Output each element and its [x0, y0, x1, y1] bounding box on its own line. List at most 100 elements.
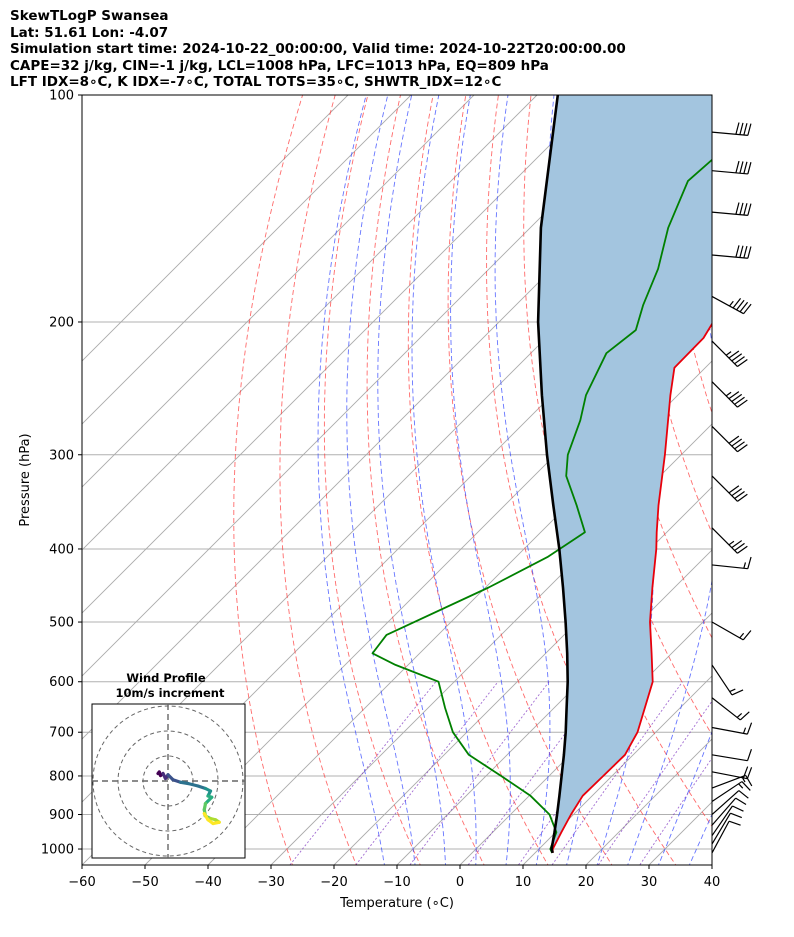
wind-barb-staff — [711, 131, 748, 136]
wind-barb — [711, 664, 744, 696]
hodograph-title: Wind Profile — [126, 671, 206, 685]
wind-barb-half-flag — [729, 688, 736, 693]
wind-barb-layer — [711, 122, 753, 854]
wind-barb-flag — [732, 805, 744, 812]
wind-barb — [711, 475, 748, 502]
x-tick-label: −20 — [320, 875, 347, 890]
y-axis-label: Pressure (hPa) — [18, 433, 33, 526]
profile-layer — [371, 95, 712, 854]
wind-barb — [711, 797, 747, 826]
wind-barb-flag — [734, 356, 745, 365]
wind-barb-flag — [732, 297, 742, 309]
wind-barb-flag — [747, 556, 752, 569]
wind-barb-flag — [743, 161, 748, 174]
wind-barb-flag — [728, 435, 740, 444]
wind-barb — [711, 122, 752, 136]
wind-barb-flag — [734, 441, 745, 450]
y-tick-label: 600 — [49, 675, 74, 690]
wind-barb — [711, 425, 748, 453]
moist-adiabat-line — [658, 730, 712, 865]
x-tick-label: −60 — [68, 875, 95, 890]
wind-barb — [711, 556, 752, 570]
wind-barb-staff — [711, 726, 748, 735]
wind-barb — [711, 295, 752, 315]
dry-adiabat-line — [758, 78, 794, 868]
wind-barb — [711, 527, 748, 554]
wind-barb-staff — [711, 211, 748, 216]
wind-barb-flag — [746, 748, 753, 761]
dry-adiabat-line — [726, 78, 794, 868]
wind-barb-flag — [738, 790, 749, 799]
wind-barb-flag — [739, 711, 750, 721]
wind-barb-staff — [711, 254, 748, 259]
wind-barb-flag — [737, 444, 748, 453]
wind-barb-flag — [739, 245, 744, 258]
mixing-ratio-line — [639, 757, 712, 865]
wind-barb-staff — [711, 820, 730, 854]
wind-barb — [711, 812, 742, 845]
dry-adiabat-line — [447, 95, 613, 865]
y-tick-label: 900 — [49, 808, 74, 823]
mixing-ratio-line — [409, 681, 550, 865]
cape-fill-layer — [538, 95, 712, 853]
wind-barb-staff — [711, 564, 748, 570]
wind-barb-flag — [735, 122, 740, 135]
wind-barb-flag — [743, 123, 748, 136]
wind-barb-staff — [711, 664, 733, 696]
wind-barb-flag — [728, 820, 741, 826]
wind-barb-flag — [747, 246, 752, 259]
isotherm-line — [82, 95, 412, 425]
wind-barb — [711, 245, 752, 259]
wind-barb-flag — [746, 767, 753, 779]
x-tick-label: 30 — [641, 875, 658, 890]
wind-barb-flag — [739, 301, 749, 313]
wind-barb-flag — [735, 797, 747, 806]
wind-barb — [711, 820, 741, 854]
mixing-ratio-line — [597, 700, 712, 865]
isotherm-line — [144, 297, 712, 865]
chart-header: SkewTLogP Swansea Lat: 51.61 Lon: -4.07 … — [10, 8, 626, 91]
wind-barb-half-flag — [736, 712, 743, 718]
wind-barb-staff — [711, 797, 737, 826]
wind-barb — [711, 781, 751, 803]
wind-barb-flag — [731, 689, 744, 696]
hodograph-segment — [202, 811, 210, 822]
wind-barb-flag — [728, 391, 740, 400]
isotherm-line — [333, 486, 712, 865]
wind-barb — [711, 381, 748, 408]
moist-adiabat-line — [317, 95, 385, 865]
wind-barb-flag — [728, 350, 740, 359]
wind-barb-flag — [735, 245, 740, 258]
y-tick-label: 700 — [49, 726, 74, 741]
wind-barb-half-flag — [742, 727, 747, 734]
parcel-series-line — [536, 95, 569, 854]
wind-barb-flag — [745, 775, 753, 787]
wind-barb — [711, 805, 744, 836]
isotherm-line — [82, 95, 601, 614]
wind-barb — [711, 340, 748, 368]
isotherm-line — [82, 95, 349, 362]
wind-barb-flag — [731, 540, 743, 549]
hodograph-inset — [91, 703, 246, 859]
x-tick-label: 10 — [515, 875, 532, 890]
wind-barb-flag — [743, 245, 748, 259]
isotherm-line — [522, 675, 712, 865]
dry-adiabat-line — [233, 95, 304, 865]
wind-barb — [711, 621, 752, 641]
temperature-series-line — [551, 322, 712, 853]
cape-area — [538, 95, 712, 853]
x-tick-label: −30 — [257, 875, 284, 890]
wind-barb-flag — [731, 488, 743, 497]
mixing-ratio-line — [355, 681, 499, 865]
y-tick-label: 400 — [49, 542, 74, 557]
y-tick-label: 300 — [49, 448, 74, 463]
wind-barb-flag — [731, 438, 743, 447]
moist-adiabat-line — [494, 95, 551, 865]
wind-barb-half-flag — [725, 391, 732, 397]
wind-barb-half-flag — [729, 300, 734, 307]
isotherm-line — [711, 864, 712, 865]
wind-barb-flag — [743, 203, 748, 216]
wind-barb-staff — [711, 340, 738, 367]
x-axis-label: Temperature (∘C) — [339, 896, 454, 911]
wind-barb-flag — [747, 162, 752, 175]
